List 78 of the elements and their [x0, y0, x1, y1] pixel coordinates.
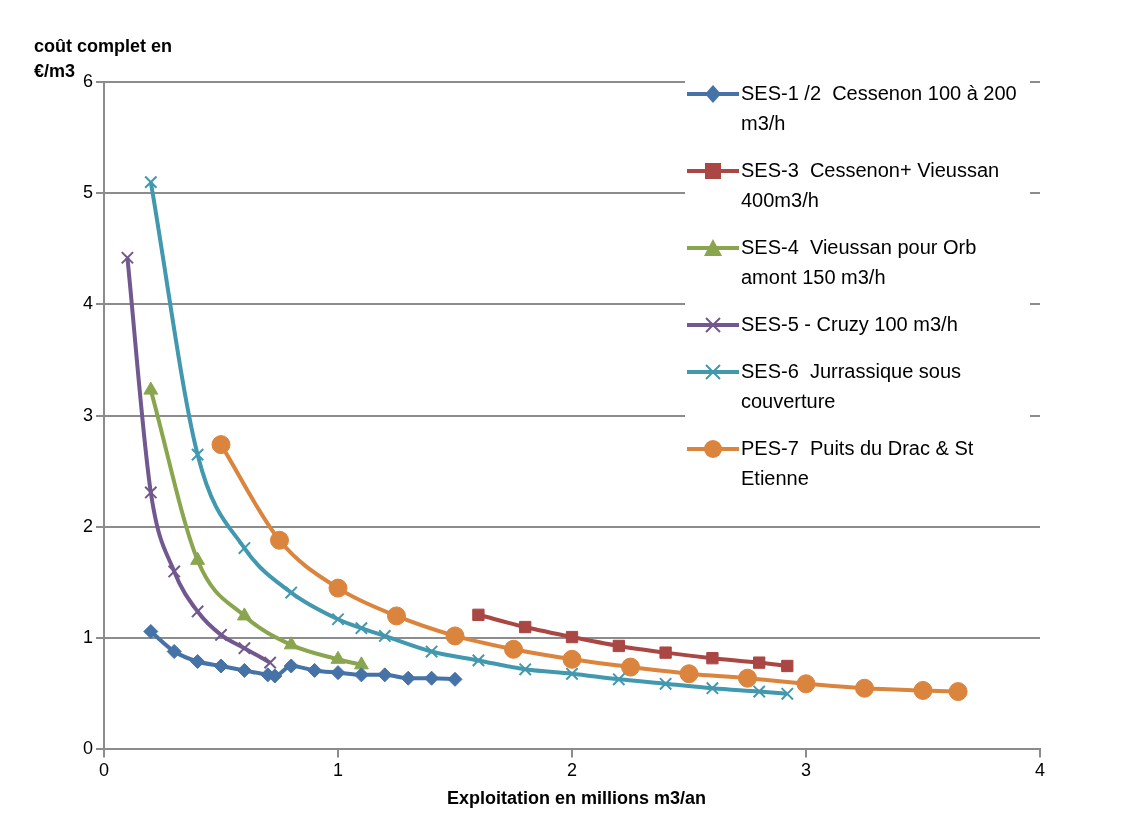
point — [471, 653, 486, 668]
point — [307, 662, 323, 678]
point — [400, 670, 416, 686]
point — [143, 623, 159, 639]
point — [659, 646, 672, 659]
point — [120, 251, 135, 265]
point — [705, 681, 720, 695]
x-tick-label: 3 — [800, 760, 812, 781]
point — [679, 664, 699, 684]
point — [612, 672, 626, 686]
point — [263, 655, 277, 670]
legend-label: SES-3 Cessenon+ Vieussan 400m3/h — [741, 158, 1001, 213]
point — [519, 620, 532, 634]
x-tick-label: 2 — [567, 760, 578, 781]
point — [424, 644, 439, 659]
point — [612, 639, 625, 653]
point — [948, 682, 968, 702]
point — [565, 630, 579, 644]
point — [658, 677, 673, 691]
point — [166, 644, 182, 660]
legend-label: PES-7 Puits du Drac & St Etienne — [741, 436, 975, 491]
y-tick-label: 4 — [83, 293, 94, 314]
y-tick-label: 5 — [83, 182, 94, 203]
point — [283, 658, 299, 674]
point — [752, 684, 766, 699]
point — [780, 687, 794, 701]
point — [387, 606, 407, 626]
point — [504, 639, 524, 659]
y-tick-label: 0 — [83, 738, 94, 759]
point — [472, 608, 485, 621]
point — [190, 654, 206, 670]
point — [330, 665, 346, 681]
point — [167, 564, 181, 579]
point — [781, 659, 794, 673]
point — [331, 612, 345, 626]
legend-label: SES-1 /2 Cessenon 100 à 200 m3/h — [741, 81, 1018, 136]
y-tick-label: 3 — [83, 404, 94, 425]
point — [913, 680, 933, 700]
point — [236, 607, 252, 621]
x-tick-label: 1 — [333, 760, 344, 781]
point — [353, 656, 369, 670]
x-tick-label: 0 — [99, 760, 110, 781]
x-tick-label: 4 — [1034, 760, 1046, 781]
point — [190, 604, 205, 619]
x-axis-title: Exploitation en millions m3/an — [445, 788, 707, 809]
point — [190, 447, 205, 462]
point — [283, 636, 299, 650]
point — [353, 667, 369, 683]
point — [377, 667, 393, 683]
point — [144, 485, 158, 500]
point — [328, 578, 348, 598]
point — [378, 629, 392, 643]
point — [447, 671, 463, 687]
point — [144, 175, 158, 189]
point — [270, 530, 290, 550]
point — [213, 658, 229, 674]
legend-label: SES-6 Jurrassique sous couverture — [741, 359, 963, 414]
point — [738, 668, 757, 688]
y-tick-label: 1 — [83, 627, 94, 648]
point — [518, 662, 532, 676]
point — [706, 652, 719, 665]
point — [236, 662, 252, 678]
point — [211, 435, 231, 455]
point — [424, 670, 440, 686]
point — [237, 641, 252, 655]
point — [445, 626, 465, 646]
point — [562, 649, 582, 669]
point — [214, 628, 228, 642]
point — [855, 678, 874, 698]
point — [354, 621, 369, 635]
point — [621, 657, 641, 677]
point — [753, 656, 766, 669]
point — [796, 674, 816, 694]
point — [237, 541, 252, 555]
legend-label: SES-4 Vieussan pour Orb amont 150 m3/h — [741, 235, 978, 290]
y-tick-label: 2 — [83, 515, 94, 536]
legend-label: SES-5 - Cruzy 100 m3/h — [741, 312, 958, 337]
point — [565, 667, 579, 681]
